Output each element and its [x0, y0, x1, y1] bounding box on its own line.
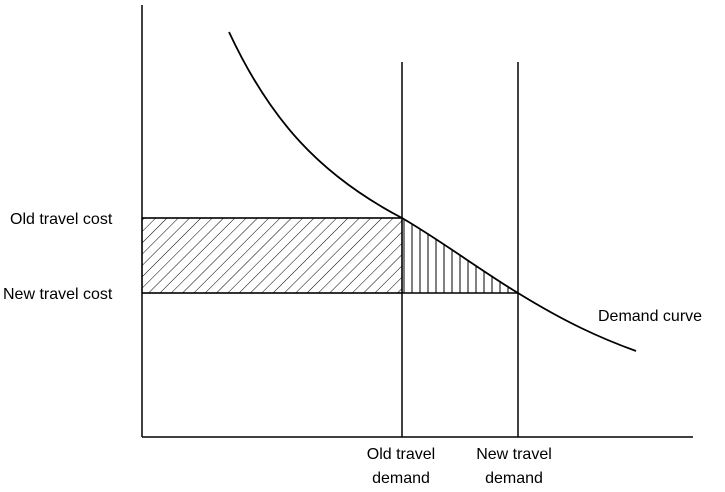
old-cost-label: Old travel cost — [10, 211, 113, 228]
demand-curve — [228, 31, 637, 352]
surplus-rectangle — [141, 217, 403, 294]
new-cost-label: New travel cost — [3, 286, 113, 303]
new-demand-label-line2: demand — [485, 470, 543, 487]
old-demand-label-line2: demand — [372, 470, 430, 487]
new-demand-label-line1: New travel — [476, 446, 552, 463]
demand-curve-label: Demand curve — [598, 308, 702, 325]
old-demand-label-line1: Old travel — [367, 446, 435, 463]
